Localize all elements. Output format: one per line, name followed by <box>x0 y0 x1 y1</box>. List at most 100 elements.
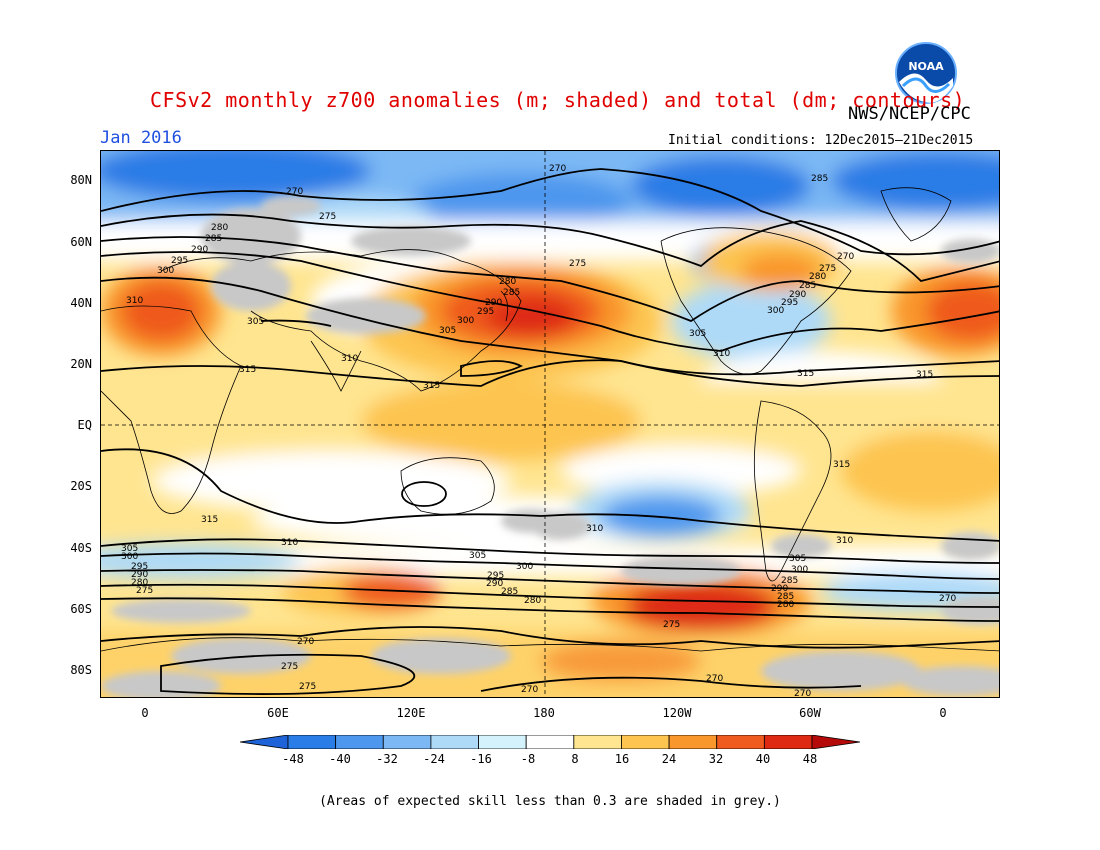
colorbar-label: 32 <box>708 752 724 766</box>
colorbar-swatch <box>668 734 718 750</box>
colorbar-label: -48 <box>282 752 304 766</box>
contour-label: 310 <box>281 538 298 548</box>
contour-label: 300 <box>791 565 808 575</box>
contour-label: 300 <box>121 552 138 562</box>
contour-label: 270 <box>521 685 538 695</box>
colorbar-low-end <box>239 734 289 750</box>
contour-label: 310 <box>713 349 730 359</box>
contour-label: 275 <box>299 682 316 692</box>
lon-label: 0 <box>939 706 947 720</box>
contour-label: 270 <box>706 674 723 684</box>
contour-label: 275 <box>281 662 298 672</box>
contour-label: 280 <box>777 600 794 610</box>
contour-label: 290 <box>131 570 148 580</box>
colorbar-swatch <box>430 734 479 750</box>
colorbar-swatch <box>525 734 575 750</box>
colorbar-swatch <box>287 734 337 750</box>
colorbar-label: -24 <box>423 752 445 766</box>
coastlines <box>101 187 999 652</box>
contour-label: 305 <box>469 551 486 561</box>
colorbar-swatch <box>335 734 384 750</box>
colorbar-label: 48 <box>802 752 818 766</box>
contour-label: 275 <box>136 586 153 596</box>
contour-label: 275 <box>569 259 586 269</box>
contour-label: 310 <box>126 296 143 306</box>
contour-label: 295 <box>781 298 798 308</box>
lon-label: 60E <box>267 706 289 720</box>
lon-label: 120E <box>396 706 426 720</box>
colorbar-label: -32 <box>376 752 398 766</box>
anomaly-shading <box>101 151 999 697</box>
contour-label: 285 <box>501 587 518 597</box>
low-skill-shading <box>101 196 999 697</box>
contour-label: 290 <box>485 298 502 308</box>
lon-label: 120W <box>662 706 692 720</box>
colorbar-swatches <box>239 734 861 750</box>
contour-label: 305 <box>121 544 138 554</box>
lat-label: 40S <box>70 541 92 555</box>
colorbar-label: 24 <box>661 752 677 766</box>
contour-label: 300 <box>767 306 784 316</box>
contour-label: 280 <box>499 277 516 287</box>
colorbar-label: 16 <box>614 752 630 766</box>
contour-label: 285 <box>799 281 816 291</box>
contour-label: 275 <box>819 264 836 274</box>
colorbar-swatch <box>763 734 813 750</box>
contour-label: 270 <box>837 252 854 262</box>
contour-label: 300 <box>457 316 474 326</box>
lat-label: 60S <box>70 602 92 616</box>
lat-label: 60N <box>70 235 92 249</box>
colorbar-label: -16 <box>470 752 492 766</box>
contour-label: 285 <box>503 288 520 298</box>
initial-conditions: Initial conditions: 12Dec2015–21Dec2015 <box>668 133 974 148</box>
contour-label: 295 <box>477 307 494 317</box>
contour-label: 280 <box>131 578 148 588</box>
contour-label: 275 <box>663 620 680 630</box>
anomaly-map: 270 270 275 280 285 290 295 300 310 280 … <box>100 150 1000 698</box>
colorbar-swatch <box>382 734 432 750</box>
contour-label: 270 <box>939 594 956 604</box>
colorbar-label: 8 <box>571 752 579 766</box>
colorbar-high-end <box>811 734 861 750</box>
colorbar-swatch <box>478 734 527 750</box>
contour-label: 280 <box>524 596 541 606</box>
contour-label: 275 <box>319 212 336 222</box>
contour-label: 280 <box>809 272 826 282</box>
contour-label: 270 <box>794 689 811 698</box>
contour-label: 270 <box>297 637 314 647</box>
contour-label: 290 <box>771 584 788 594</box>
lon-label: 0 <box>141 706 149 720</box>
noaa-logo: NOAA <box>895 42 957 104</box>
contour-label: 315 <box>201 515 218 525</box>
agency-label: NWS/NCEP/CPC <box>848 104 971 124</box>
lon-label: 60W <box>799 706 821 720</box>
contour-label: 310 <box>341 354 358 364</box>
lat-label: EQ <box>77 418 92 432</box>
contour-label: 315 <box>916 370 933 380</box>
map-title: CFSv2 monthly z700 anomalies (m; shaded)… <box>150 88 966 112</box>
skill-footnote: (Areas of expected skill less than 0.3 a… <box>319 794 781 809</box>
lat-label: 40N <box>70 296 92 310</box>
colorbar-label: -8 <box>520 752 536 766</box>
map-canvas: 270 270 275 280 285 290 295 300 310 280 … <box>101 151 999 698</box>
forecast-month: Jan 2016 <box>100 128 182 148</box>
contour-label: 315 <box>423 381 440 391</box>
contour-label: 290 <box>486 579 503 589</box>
colorbar <box>239 734 861 750</box>
contour-label: 285 <box>781 576 798 586</box>
colorbar-swatch <box>716 734 765 750</box>
contour-label: 310 <box>836 536 853 546</box>
contour-label: 270 <box>549 164 566 174</box>
contour-label: 285 <box>205 234 222 244</box>
colorbar-label: -40 <box>329 752 351 766</box>
contour-labels: 270 270 275 280 285 290 295 300 310 280 … <box>121 164 956 698</box>
lat-label: 80N <box>70 173 92 187</box>
contour-label: 290 <box>191 245 208 255</box>
colorbar-swatch <box>621 734 670 750</box>
lat-label: 80S <box>70 663 92 677</box>
contour-label: 295 <box>131 562 148 572</box>
contour-label: 300 <box>157 266 174 276</box>
lat-label: 20S <box>70 479 92 493</box>
contour-label: 305 <box>439 326 456 336</box>
lon-label: 180 <box>533 706 555 720</box>
